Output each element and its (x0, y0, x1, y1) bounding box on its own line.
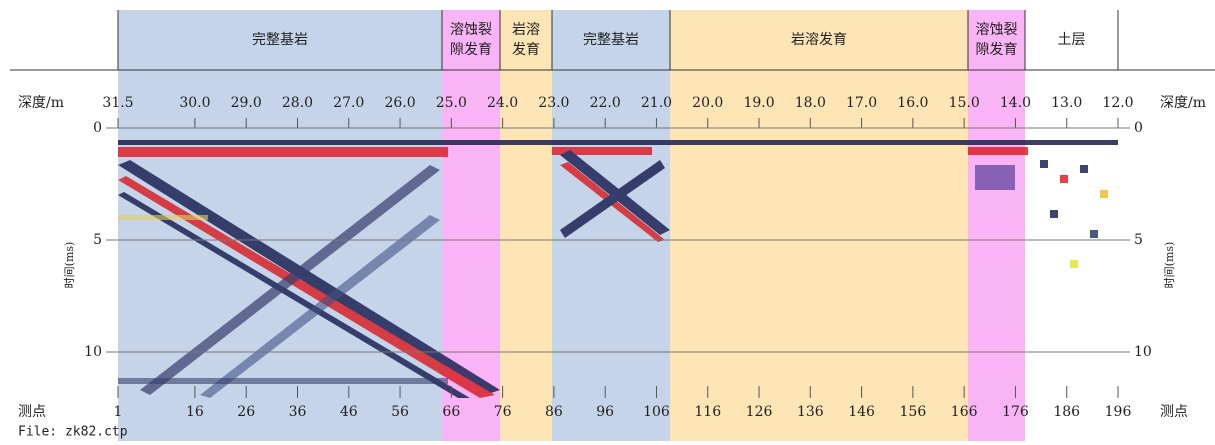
depth-tick-label: 12.0 (1102, 95, 1133, 111)
point-tick-label: 26 (237, 404, 255, 420)
point-tick-label: 1 (114, 404, 123, 420)
depth-tick-label: 18.0 (795, 95, 826, 111)
point-label-left: 测点 (18, 404, 46, 420)
depth-label-left: 深度/m (18, 95, 64, 111)
depth-tick-label: 15.0 (949, 95, 980, 111)
depth-tick-label: 30.0 (179, 95, 210, 111)
file-name: File: zk82.ctp (18, 425, 128, 440)
point-tick-label: 116 (694, 404, 721, 420)
zone-band (1025, 10, 1118, 441)
zone-label: 完整基岩 (252, 31, 308, 48)
point-tick-label: 126 (746, 404, 773, 420)
time-tick-label: 10 (1134, 344, 1152, 360)
point-tick-label: 76 (494, 404, 512, 420)
point-tick-label: 96 (596, 404, 614, 420)
time-label-right: 时间(ms) (1163, 242, 1176, 289)
point-tick-label: 136 (797, 404, 824, 420)
point-tick-label: 86 (545, 404, 563, 420)
zone-label: 隙发育 (450, 42, 492, 58)
zone-band (968, 10, 1025, 441)
point-tick-label: 106 (643, 404, 670, 420)
zone-label: 土层 (1058, 32, 1086, 48)
zone-label: 溶蚀裂 (450, 22, 492, 38)
depth-tick-label: 27.0 (333, 95, 364, 111)
depth-tick-label: 16.0 (897, 95, 928, 111)
time-tick-label: 0 (1134, 120, 1143, 136)
point-tick-label: 66 (442, 404, 460, 420)
point-tick-label: 16 (186, 404, 204, 420)
zones: 完整基岩溶蚀裂隙发育岩溶发育完整基岩岩溶发育溶蚀裂隙发育土层 (118, 10, 1118, 441)
depth-tick-label: 25.0 (436, 95, 467, 111)
zone-band (670, 10, 968, 441)
zone-label: 发育 (512, 42, 540, 58)
zone-label: 岩溶 (512, 22, 540, 38)
depth-tick-label: 21.0 (641, 95, 672, 111)
time-tick-label: 10 (84, 344, 102, 360)
depth-tick-label: 23.0 (538, 95, 569, 111)
depth-tick-label: 13.0 (1051, 95, 1082, 111)
point-tick-label: 186 (1053, 404, 1080, 420)
depth-tick-label: 14.0 (1000, 95, 1031, 111)
page: 完整基岩溶蚀裂隙发育岩溶发育完整基岩岩溶发育溶蚀裂隙发育土层 深度/m 深度/m… (0, 0, 1215, 441)
point-tick-label: 46 (340, 404, 358, 420)
zone-label: 完整基岩 (583, 31, 639, 48)
depth-tick-label: 20.0 (692, 95, 723, 111)
time-tick-label: 0 (93, 120, 102, 136)
depth-label-right: 深度/m (1160, 95, 1206, 111)
depth-tick-label: 24.0 (487, 95, 518, 111)
point-tick-label: 36 (289, 404, 307, 420)
point-tick-label: 56 (391, 404, 409, 420)
zone-label: 溶蚀裂 (976, 22, 1018, 38)
depth-tick-label: 31.5 (102, 95, 133, 111)
point-label-right: 测点 (1160, 404, 1188, 420)
depth-tick-label: 17.0 (846, 95, 877, 111)
point-tick-label: 196 (1105, 404, 1132, 420)
point-tick-label: 146 (848, 404, 875, 420)
depth-tick-label: 26.0 (384, 95, 415, 111)
zone-label: 隙发育 (976, 42, 1018, 58)
point-tick-label: 156 (900, 404, 927, 420)
depth-tick-label: 28.0 (282, 95, 313, 111)
time-tick-label: 5 (93, 232, 102, 248)
zone-band (500, 10, 552, 441)
time-tick-label: 5 (1134, 232, 1143, 248)
depth-tick-label: 19.0 (743, 95, 774, 111)
zone-label: 岩溶发育 (791, 32, 847, 48)
time-label-left: 时间(ms) (63, 242, 76, 289)
point-tick-label: 176 (1002, 404, 1029, 420)
profile-figure: 完整基岩溶蚀裂隙发育岩溶发育完整基岩岩溶发育溶蚀裂隙发育土层 深度/m 深度/m… (0, 0, 1215, 441)
point-tick-label: 166 (951, 404, 978, 420)
depth-tick-label: 22.0 (590, 95, 621, 111)
depth-tick-label: 29.0 (231, 95, 262, 111)
